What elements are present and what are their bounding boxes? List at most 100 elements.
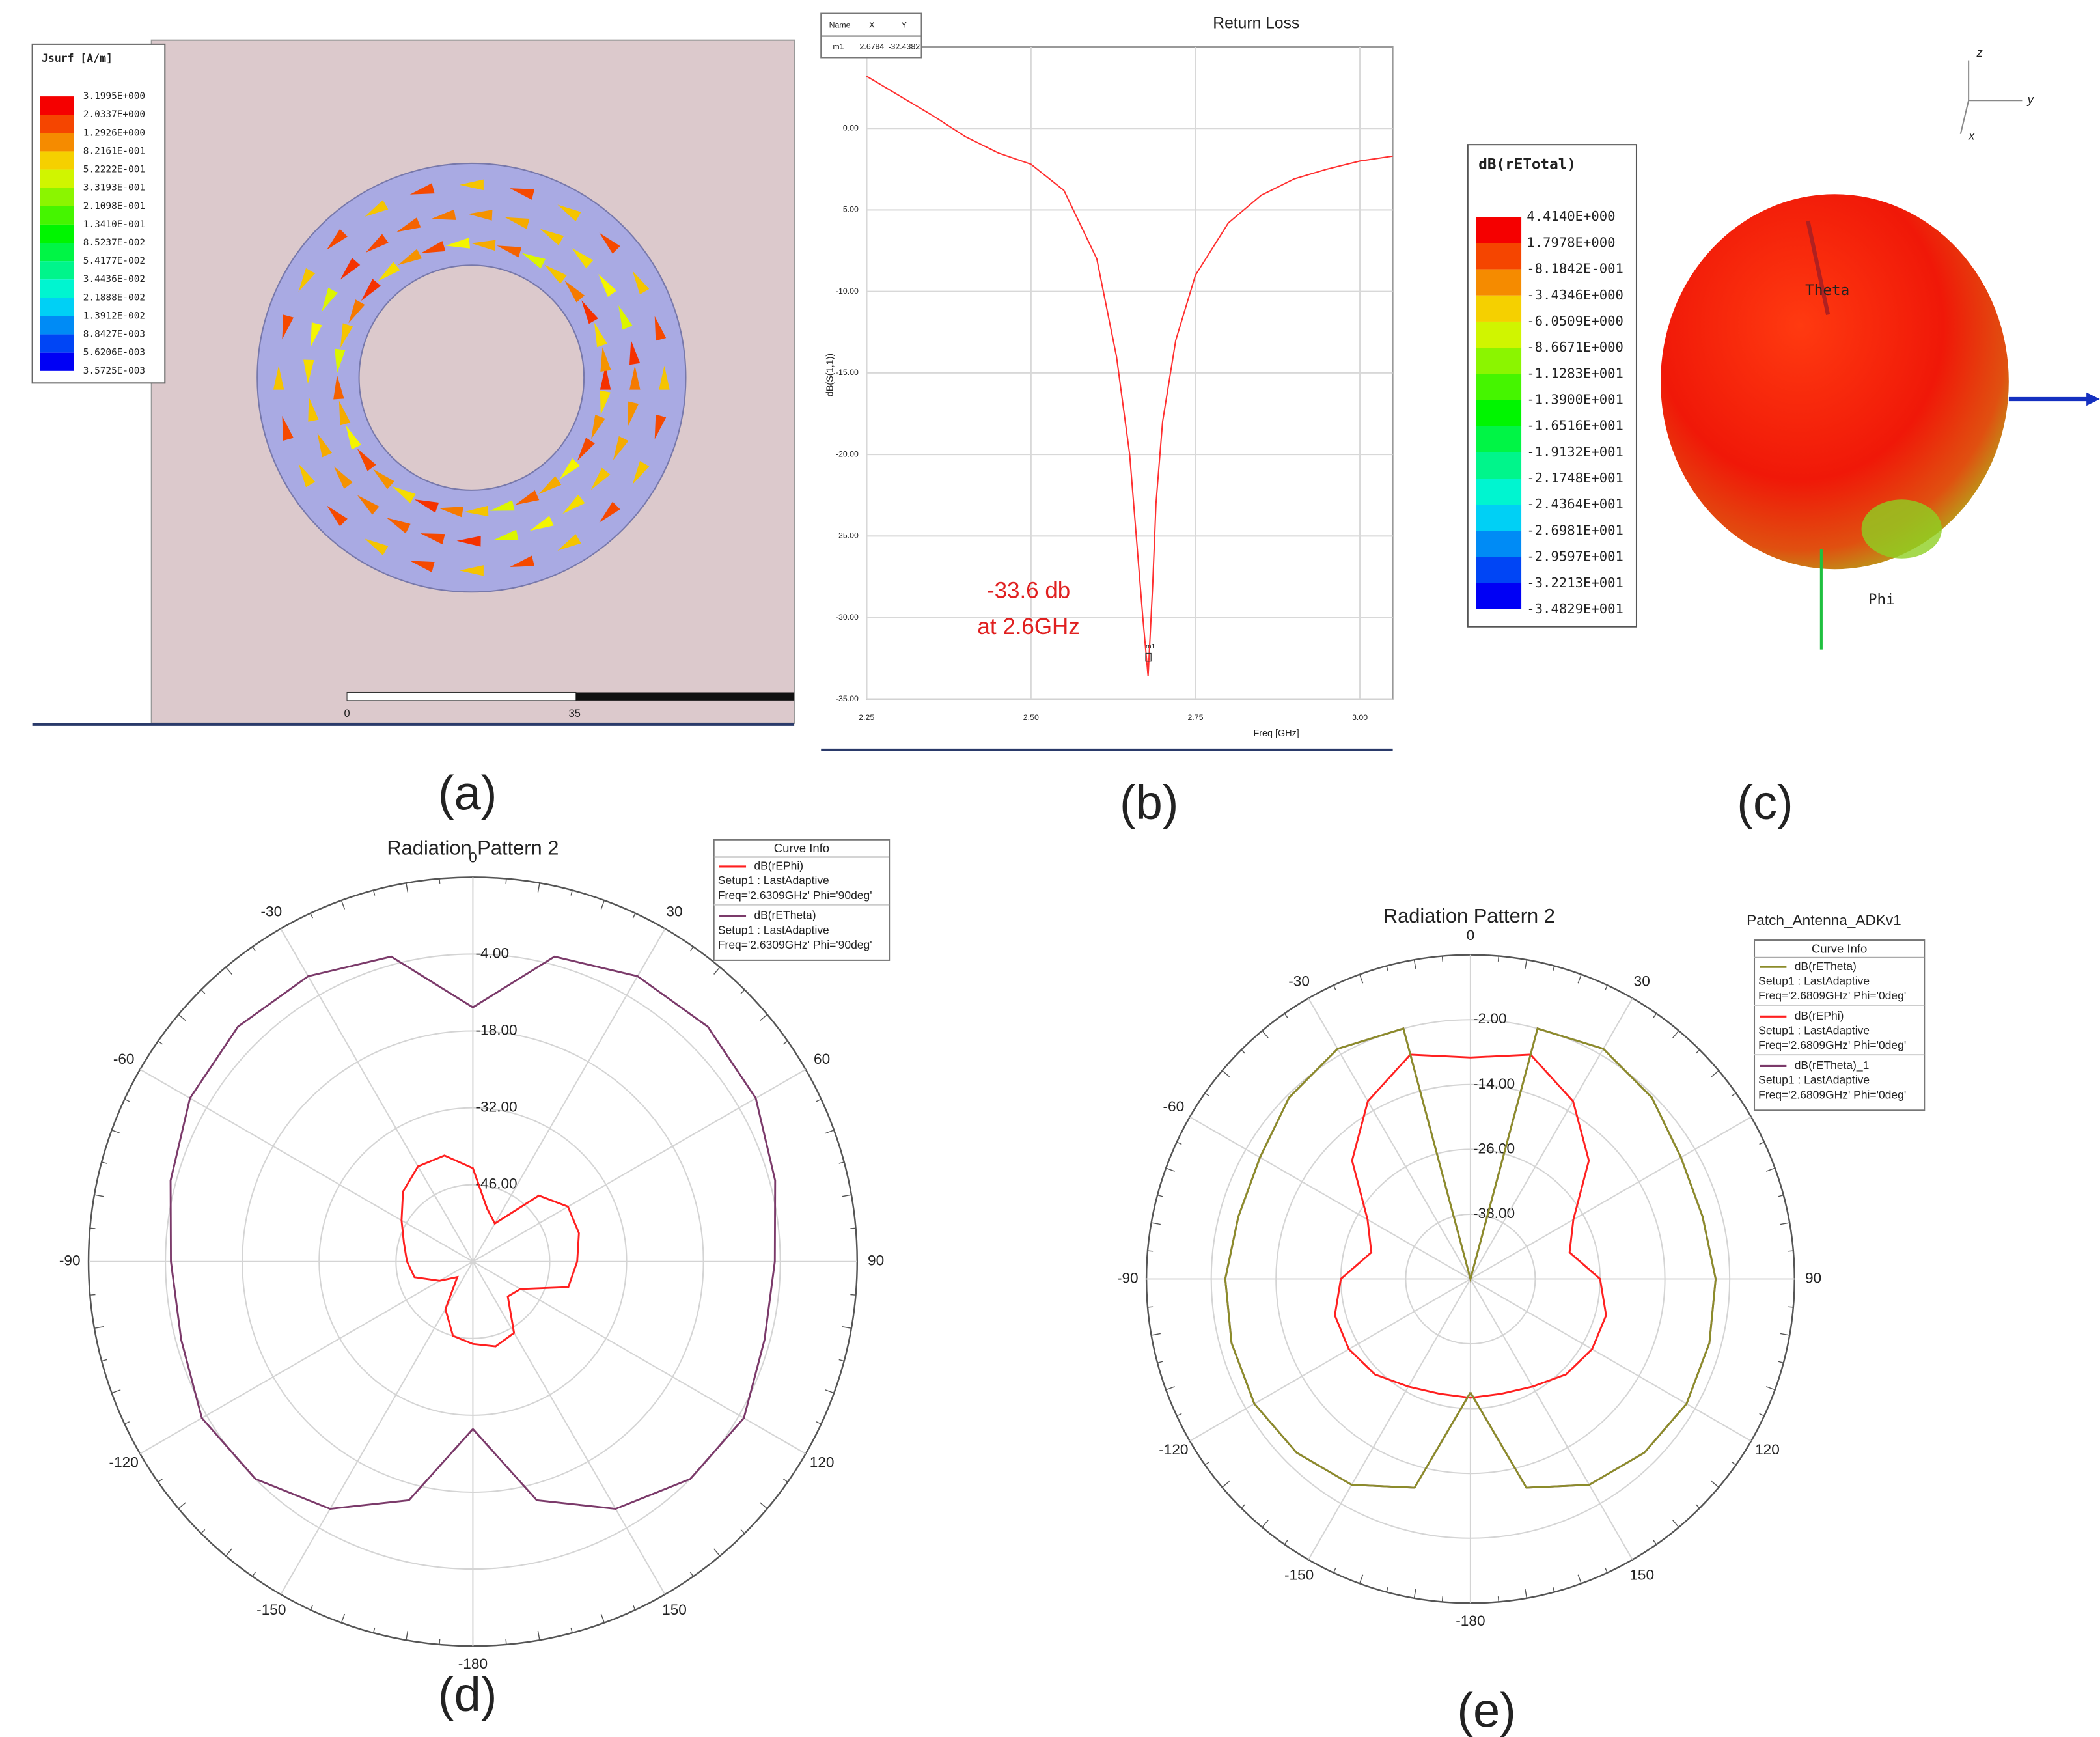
grid-spoke (1308, 998, 1471, 1279)
panel-label: (a) (438, 766, 497, 820)
frame-tick (571, 1628, 572, 1633)
grid-spoke (473, 1262, 805, 1454)
frame-tick (1284, 1540, 1288, 1545)
legend-swatch (40, 170, 74, 188)
grid-spoke (1190, 1117, 1471, 1279)
frame-tick (1262, 1031, 1268, 1038)
legend-swatch (1476, 243, 1521, 269)
legend-label: -2.4364E+001 (1527, 496, 1623, 512)
legend-swatch (40, 261, 74, 279)
frame-tick (124, 1422, 129, 1424)
legend-label: 2.1098E-001 (83, 201, 145, 212)
theta-tick-label: -60 (113, 1051, 135, 1067)
marker-name: m1 (1146, 643, 1155, 650)
frame-tick (1157, 1195, 1163, 1197)
frame-tick (94, 1327, 104, 1329)
legend-entry: dB(rEPhi) (754, 859, 803, 872)
legend-swatch (1476, 348, 1521, 374)
annotation: -33.6 db (987, 577, 1070, 603)
legend-swatch (40, 353, 74, 371)
frame-tick (783, 1041, 788, 1044)
frame-tick (1778, 1361, 1784, 1363)
frame-tick (571, 890, 572, 895)
grid-spoke (1471, 1279, 1751, 1441)
frame-tick (201, 990, 205, 994)
frame-tick (1766, 1387, 1775, 1390)
y-tick-label: 0.00 (843, 123, 859, 132)
frame-tick (102, 1162, 107, 1163)
frame-tick (741, 1529, 745, 1533)
legend-label: 1.3410E-001 (83, 219, 145, 230)
legend-label: 1.2926E+000 (83, 128, 145, 138)
frame-tick (839, 1162, 844, 1163)
annotation: at 2.6GHz (977, 614, 1079, 639)
frame-tick (760, 1014, 767, 1020)
legend-label: -2.6981E+001 (1527, 522, 1623, 538)
axis-label: Phi (1868, 591, 1895, 608)
frame-tick (825, 1130, 835, 1133)
legend-label: -2.1748E+001 (1527, 470, 1623, 486)
page-body: Jsurf [A/m] 0 35 dB(rETotal) Theta Phi z… (0, 0, 2100, 1737)
frame-tick (1732, 1462, 1736, 1465)
frame-tick (842, 1195, 851, 1197)
frame-tick (783, 1479, 788, 1482)
frame-tick (1711, 1481, 1719, 1487)
frame-tick (1760, 1413, 1764, 1415)
frame-tick (1152, 1333, 1161, 1335)
legend-swatch (40, 225, 74, 243)
frame-tick (226, 1549, 232, 1556)
frame-tick (1653, 1540, 1657, 1545)
frame-tick (311, 913, 312, 918)
frame-tick (1205, 1093, 1209, 1096)
legend-entry: dB(rETheta) (1795, 960, 1857, 973)
frame-tick (1284, 1014, 1288, 1018)
frame-tick (1334, 985, 1336, 990)
legend-label: -1.6516E+001 (1527, 418, 1623, 434)
axis-label: Theta (1805, 282, 1849, 299)
frame-tick (1157, 1361, 1163, 1363)
frame-tick (1578, 975, 1581, 984)
theta-tick-label: -30 (1288, 973, 1310, 989)
frame-tick (311, 1605, 312, 1609)
frame-tick (1223, 1071, 1230, 1077)
legend-label: 5.6206E-003 (83, 348, 145, 358)
frame-tick (1241, 1049, 1245, 1053)
frame-tick (1360, 1575, 1363, 1584)
legend-swatch (40, 96, 74, 115)
legend-title: Jsurf [A/m] (42, 52, 113, 64)
frame-tick (633, 913, 635, 918)
legend-swatch (1476, 426, 1521, 452)
legend-label: -1.3900E+001 (1527, 392, 1623, 408)
grid-spoke (281, 928, 473, 1261)
triad-label: y (2026, 92, 2035, 106)
legend-swatch (40, 316, 74, 334)
frame-tick (1605, 985, 1607, 990)
legend-swatch (40, 243, 74, 261)
legend-freq: Freq='2.6809GHz' Phi='0deg' (1758, 1088, 1906, 1101)
frame-tick (1778, 1195, 1784, 1197)
y-axis-label: dB(S(1,1)) (825, 354, 835, 396)
frame-tick (253, 947, 256, 951)
chart-title: Radiation Pattern 2 (387, 836, 559, 859)
legend-freq: Freq='2.6309GHz' Phi='90deg' (718, 938, 872, 951)
theta-tick-label: 30 (1634, 973, 1650, 989)
legend-label: -6.0509E+000 (1527, 313, 1623, 329)
scale-label: 35 (569, 708, 581, 719)
r-tick-label: -26.00 (1473, 1140, 1515, 1156)
frame-tick (439, 879, 440, 884)
legend-label: 8.2161E-001 (83, 146, 145, 156)
marker-table-header: Y (902, 20, 907, 29)
theta-tick-label: -30 (260, 903, 282, 919)
frame-tick (1166, 1387, 1175, 1390)
frame-tick (1166, 1168, 1175, 1171)
panel-label: (b) (1120, 775, 1179, 829)
frame-tick (1673, 1031, 1679, 1038)
legend-setup: Setup1 : LastAdaptive (718, 874, 829, 887)
current-panel: Jsurf [A/m] 0 35 (33, 40, 794, 725)
frame-tick (850, 1294, 855, 1295)
legend-swatch (40, 188, 74, 206)
legend-entry: dB(rEPhi) (1795, 1009, 1844, 1022)
x-tick-label: 2.50 (1023, 713, 1039, 722)
r-tick-label: -14.00 (1473, 1076, 1515, 1092)
legend-swatch (1476, 217, 1521, 243)
